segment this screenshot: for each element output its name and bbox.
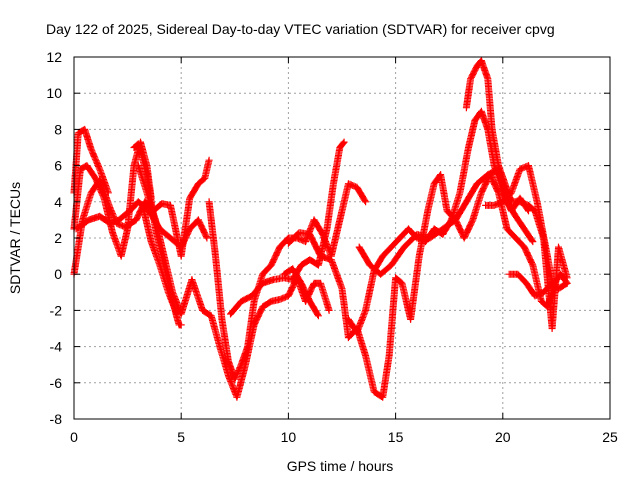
x-tick-label: 15: [388, 429, 404, 445]
y-tick-label: -4: [50, 339, 63, 355]
x-tick-label: 10: [281, 429, 297, 445]
y-tick-label: -6: [50, 375, 63, 391]
x-tick-label: 25: [602, 429, 618, 445]
chart-title: Day 122 of 2025, Sidereal Day-to-day VTE…: [46, 21, 555, 37]
y-tick-label: 12: [46, 49, 62, 65]
series-markers: [280, 265, 322, 320]
series-track-16: [505, 270, 571, 300]
y-tick-label: 8: [54, 121, 62, 137]
series-markers: [70, 125, 112, 197]
y-tick-label: 0: [54, 266, 62, 282]
x-tick-label: 20: [495, 429, 511, 445]
y-tick-label: 6: [54, 158, 62, 174]
series-track-9: [227, 138, 348, 318]
y-axis-label: SDTVAR / TECUs: [7, 182, 23, 294]
axis-ticks: 0 5 10 15 20 25 -8 -6 -4 -2 0 2 4 6 8 10 12: [46, 49, 618, 445]
x-axis-label: GPS time / hours: [287, 458, 394, 474]
series-markers: [227, 138, 348, 318]
series-track-15: [482, 162, 558, 296]
y-tick-label: -2: [50, 302, 63, 318]
series-markers: [505, 270, 571, 300]
series-markers: [482, 162, 558, 296]
series-track-7: [139, 201, 181, 318]
x-tick-label: 5: [177, 429, 185, 445]
y-tick-label: -8: [50, 411, 63, 427]
y-tick-label: 4: [54, 194, 62, 210]
series-track-10: [280, 265, 322, 320]
y-tick-label: 2: [54, 230, 62, 246]
series-markers: [139, 201, 181, 318]
data-marks: [70, 57, 571, 401]
y-tick-label: 10: [46, 85, 62, 101]
series-track-2: [70, 125, 112, 197]
x-tick-label: 0: [70, 429, 78, 445]
